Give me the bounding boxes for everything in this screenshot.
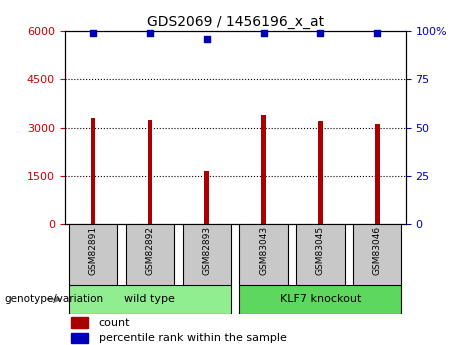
- Bar: [375, 125, 379, 224]
- Bar: [183, 224, 231, 285]
- Bar: [126, 224, 174, 285]
- Point: [373, 30, 381, 36]
- Bar: [71, 317, 89, 328]
- Point: [260, 30, 267, 36]
- Text: GSM83043: GSM83043: [259, 226, 268, 275]
- Text: wild type: wild type: [124, 294, 175, 304]
- Text: percentile rank within the sample: percentile rank within the sample: [99, 333, 287, 343]
- Text: GSM83045: GSM83045: [316, 226, 325, 275]
- Bar: [71, 333, 89, 344]
- Text: genotype/variation: genotype/variation: [5, 295, 104, 304]
- Bar: [239, 224, 288, 285]
- Bar: [353, 224, 402, 285]
- Bar: [318, 121, 323, 224]
- Bar: [69, 285, 231, 314]
- Text: GSM83046: GSM83046: [373, 226, 382, 275]
- Point: [203, 36, 210, 41]
- Bar: [148, 120, 152, 224]
- Bar: [69, 224, 117, 285]
- Text: count: count: [99, 318, 130, 328]
- Point: [89, 30, 97, 36]
- Bar: [239, 285, 402, 314]
- Bar: [91, 118, 95, 224]
- Point: [317, 30, 324, 36]
- Text: GSM82893: GSM82893: [202, 226, 211, 275]
- Bar: [204, 171, 209, 224]
- Text: GSM82891: GSM82891: [89, 226, 97, 275]
- Point: [146, 30, 154, 36]
- Bar: [296, 224, 344, 285]
- Text: KLF7 knockout: KLF7 knockout: [280, 294, 361, 304]
- Title: GDS2069 / 1456196_x_at: GDS2069 / 1456196_x_at: [147, 14, 324, 29]
- Text: GSM82892: GSM82892: [145, 226, 154, 275]
- Bar: [261, 115, 266, 224]
